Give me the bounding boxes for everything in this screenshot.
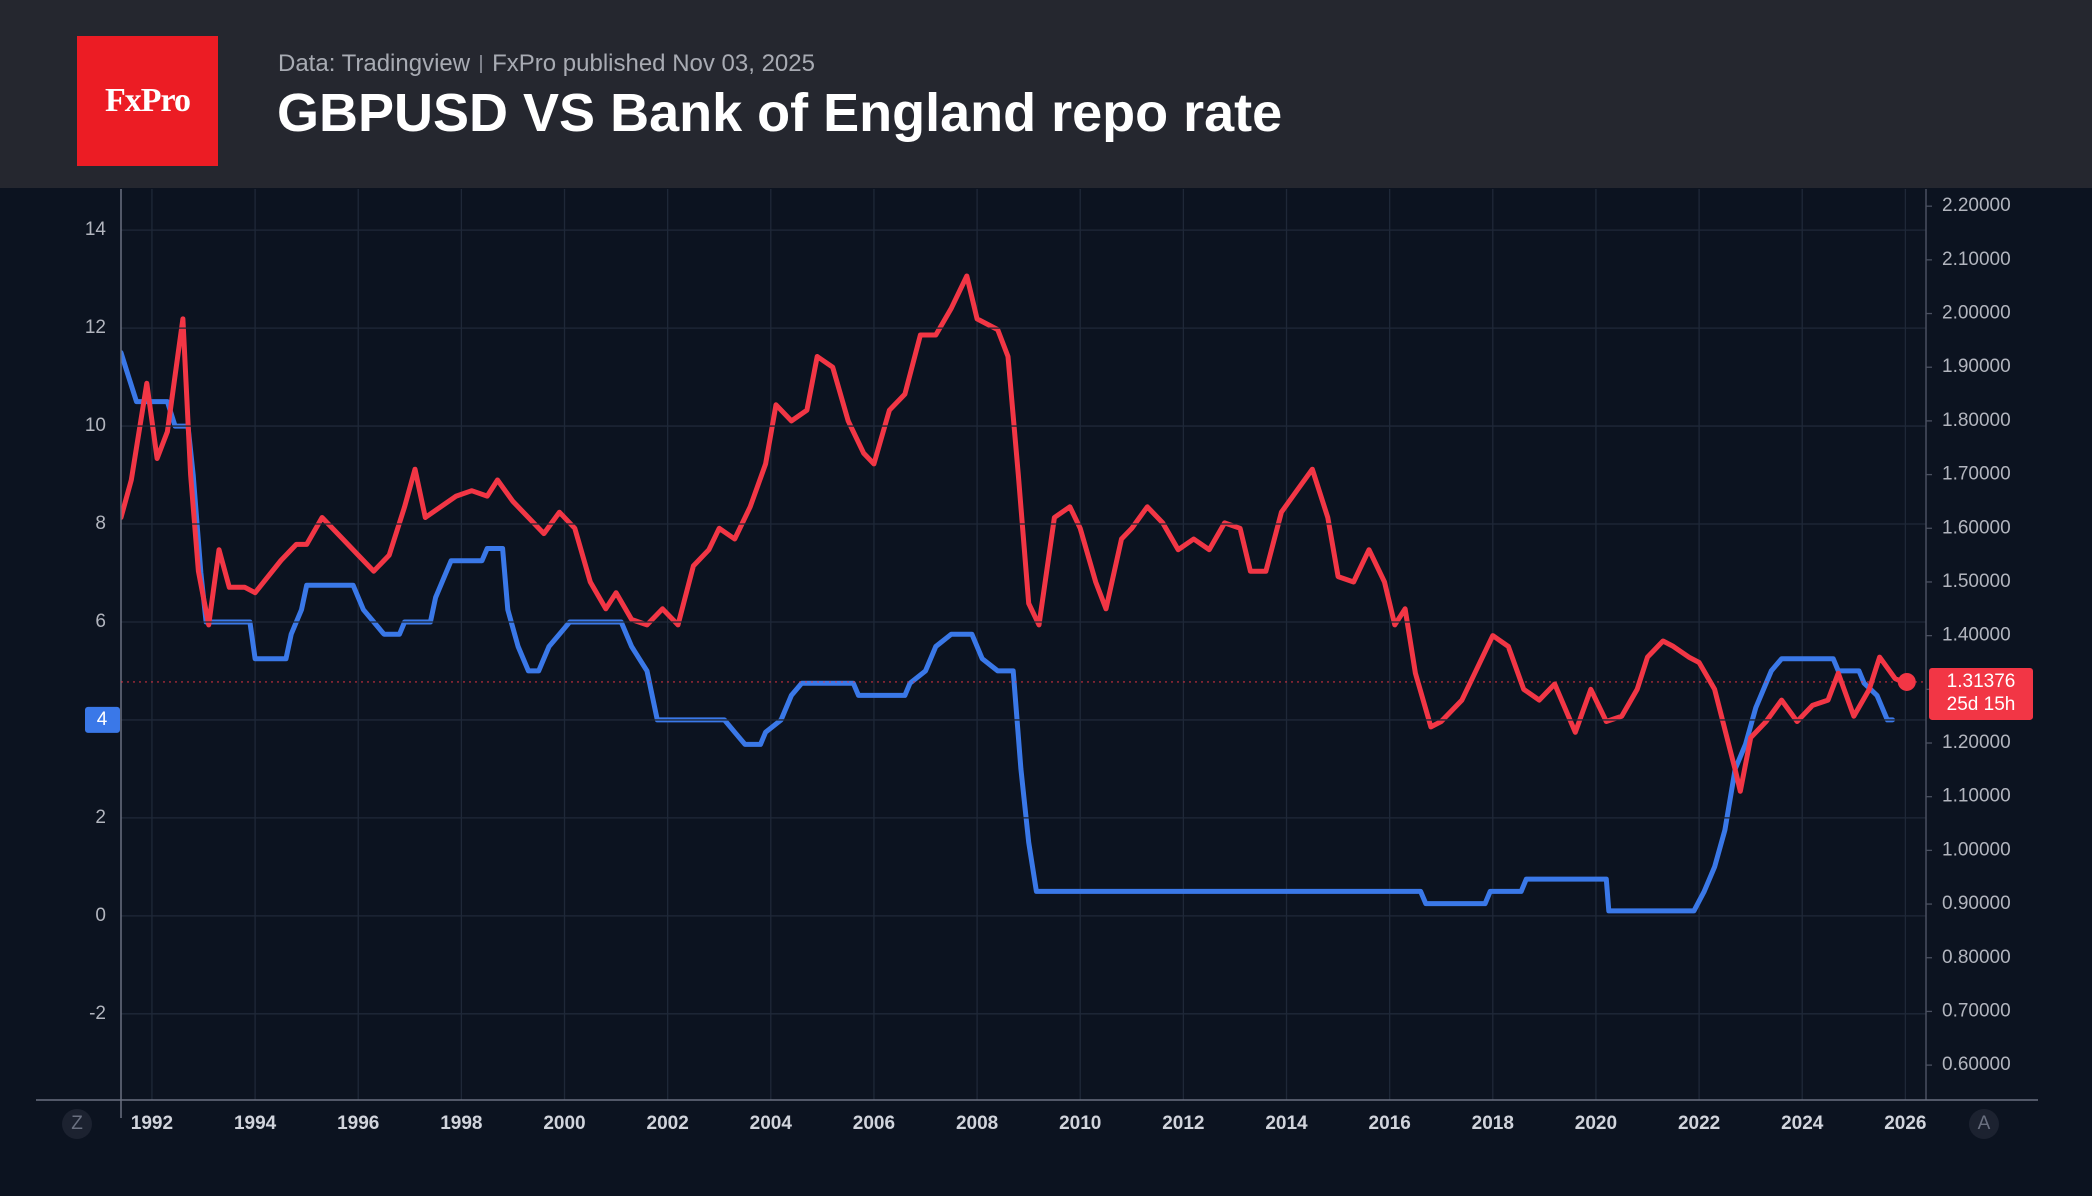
value-badge xyxy=(85,706,120,733)
x-tick-label: 1994 xyxy=(234,1113,277,1134)
y2-tick-label: 1.60000 xyxy=(1942,517,2011,538)
x-tick-label: 2008 xyxy=(956,1113,998,1134)
y2-tick-label: 1.80000 xyxy=(1942,410,2011,431)
countdown-label: 25d 15h xyxy=(1947,694,2016,715)
price-badge-label: 1.31376 xyxy=(1947,671,2016,692)
chart-title: GBPUSD VS Bank of England repo rate xyxy=(277,83,1283,143)
logo: FxPro xyxy=(77,36,218,166)
x-tick-label: 2014 xyxy=(1265,1113,1308,1134)
x-labels: 1992 1994 1996 1998 2000 2002 2004 2006 2008 2010… xyxy=(131,1113,1926,1134)
y-tick-label: 0 xyxy=(95,905,106,926)
header: FxPro Data: Tradingview FxPro published … xyxy=(0,0,2092,188)
x-tick-label: 1992 xyxy=(131,1113,173,1134)
y-tick-label: 6 xyxy=(95,611,106,632)
series-line xyxy=(121,273,1906,794)
x-tick-label: 2018 xyxy=(1472,1113,1514,1134)
x-tick-label: 2026 xyxy=(1884,1113,1926,1134)
y-tick-label: 12 xyxy=(85,317,106,338)
y2-tick-label: 1.40000 xyxy=(1942,625,2011,646)
x-tick-label: 2024 xyxy=(1781,1113,1824,1134)
y-tick-label: 8 xyxy=(95,513,106,534)
y-tick-label: 14 xyxy=(85,219,107,240)
y2-tick-label: 1.70000 xyxy=(1942,464,2011,485)
y2-tick-label: 0.80000 xyxy=(1942,947,2011,968)
y2-tick-label: 1.50000 xyxy=(1942,571,2011,592)
axis-button-label: Z xyxy=(71,1113,83,1134)
y2-tick-label: 1.10000 xyxy=(1942,786,2011,807)
x-tick-label: 1996 xyxy=(337,1113,379,1134)
y2-tick-label: 2.20000 xyxy=(1942,195,2011,216)
y-tick-label: 2 xyxy=(95,807,106,828)
x-tick-label: 2020 xyxy=(1575,1113,1617,1134)
y-tick-label: -2 xyxy=(89,1003,106,1024)
y2-tick-label: 0.60000 xyxy=(1942,1054,2011,1075)
axis-button[interactable] xyxy=(1969,1109,1999,1139)
x-tick-label: 2004 xyxy=(750,1113,793,1134)
y2-tick-label: 0.70000 xyxy=(1942,1000,2011,1021)
x-tick-label: 2016 xyxy=(1369,1113,1411,1134)
meta: Data: Tradingview FxPro published Nov 03… xyxy=(278,50,815,78)
x-tick-label: 2010 xyxy=(1059,1113,1101,1134)
x-tick-label: 2002 xyxy=(647,1113,689,1134)
series-line xyxy=(121,350,1895,914)
x-tick-label: 2012 xyxy=(1162,1113,1204,1134)
y-tick-label: 10 xyxy=(85,415,106,436)
x-tick-label: 1998 xyxy=(440,1113,482,1134)
y2-tick-label: 1.00000 xyxy=(1942,839,2011,860)
y2-tick-label: 2.10000 xyxy=(1942,249,2011,270)
last-point xyxy=(1897,672,1916,691)
axis-button-label: A xyxy=(1978,1113,1991,1134)
published: FxPro published Nov 03, 2025 xyxy=(492,50,815,77)
y2-tick-label: 1.90000 xyxy=(1942,356,2011,377)
x-tick-label: 2006 xyxy=(853,1113,895,1134)
y2-tick-label: 0.90000 xyxy=(1942,893,2011,914)
x-tick-label: 2000 xyxy=(543,1113,585,1134)
separator xyxy=(480,55,483,73)
price-badge xyxy=(1929,667,2033,720)
y2-tick-label: 2.00000 xyxy=(1942,303,2011,324)
plot-area xyxy=(121,189,1907,1100)
x-tick-label: 2022 xyxy=(1678,1113,1720,1134)
value-badge-label: 4 xyxy=(97,709,108,730)
axis-button[interactable] xyxy=(62,1109,92,1139)
source: Data: Tradingview xyxy=(278,50,471,77)
y2-tick-label: 1.20000 xyxy=(1942,732,2011,753)
